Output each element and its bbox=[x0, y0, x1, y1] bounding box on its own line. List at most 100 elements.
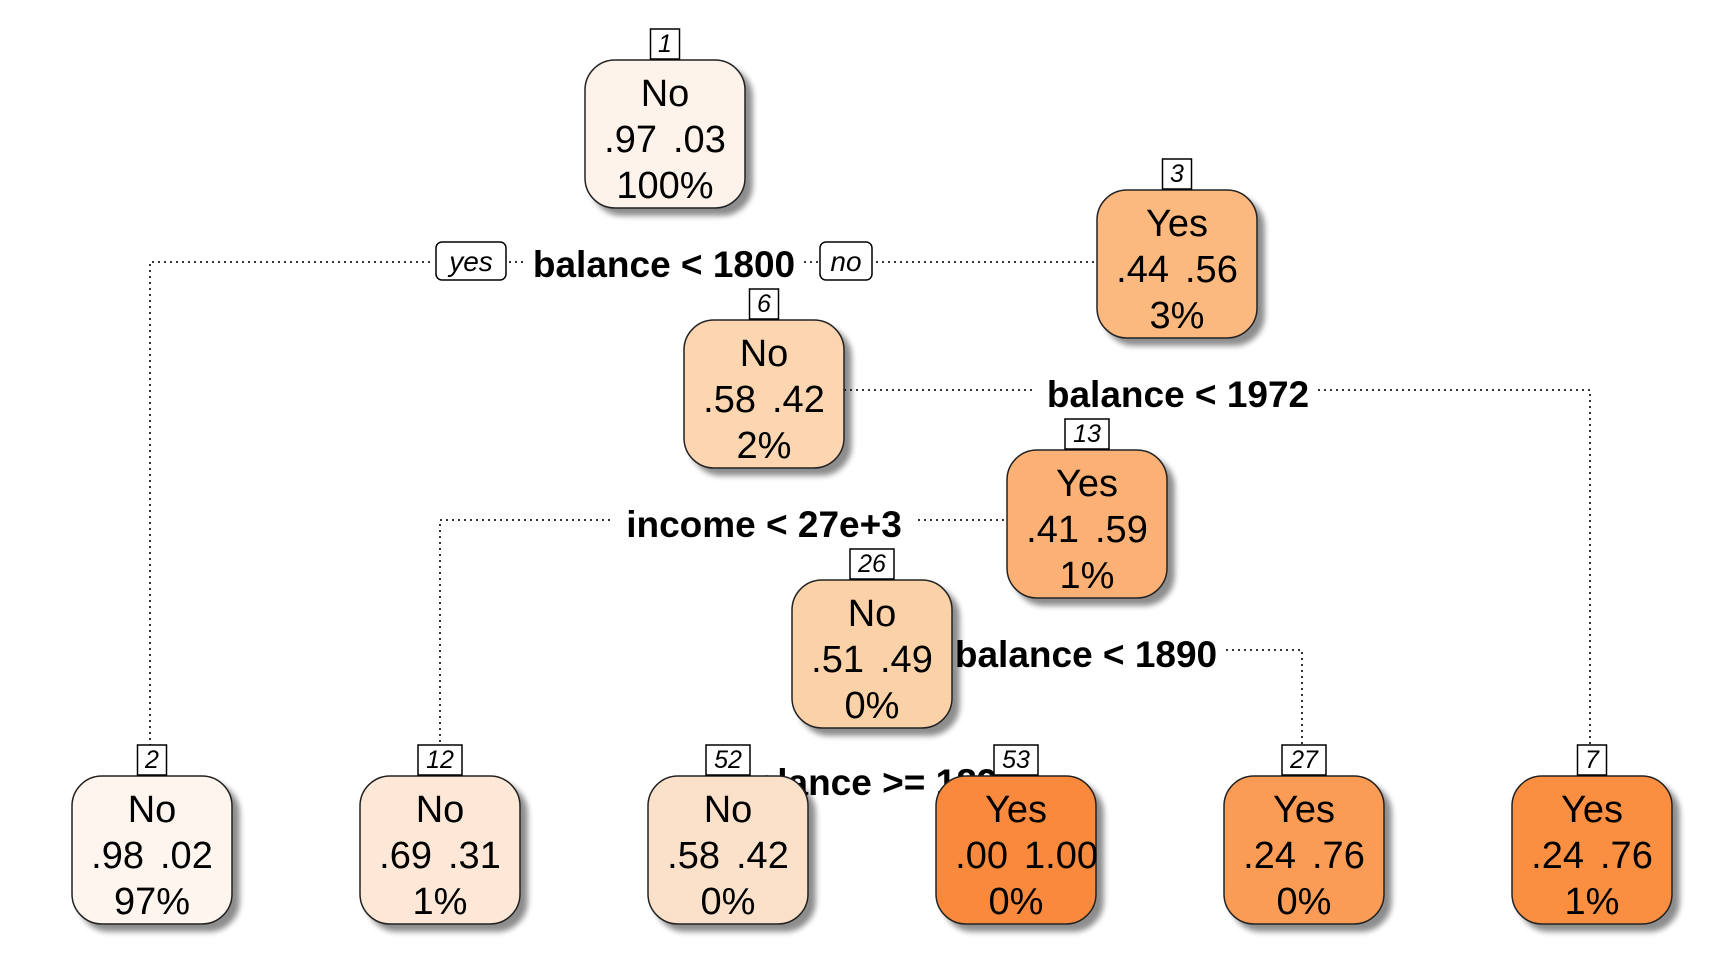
node-box bbox=[935, 775, 1097, 925]
node-box bbox=[1006, 449, 1168, 599]
yes-branch-marker: yes bbox=[435, 241, 507, 281]
node-prob-yes: .31 bbox=[448, 835, 501, 877]
node-percent: 0% bbox=[845, 685, 900, 727]
node-prob-no: .24 bbox=[1243, 835, 1296, 877]
node-prob-no: .97 bbox=[604, 119, 657, 161]
node-box bbox=[1096, 189, 1258, 339]
tree-edge bbox=[1226, 649, 1303, 760]
node-prob-no: .58 bbox=[703, 379, 756, 421]
node-prob-yes: .02 bbox=[160, 835, 213, 877]
node-id-box bbox=[748, 288, 780, 320]
node-prob-yes: .42 bbox=[772, 379, 825, 421]
node-box bbox=[1511, 775, 1673, 925]
node-class-label: No bbox=[704, 789, 753, 831]
node-id-box bbox=[136, 744, 168, 776]
node-prob-yes: 1.00 bbox=[1024, 835, 1098, 877]
node-box bbox=[647, 775, 809, 925]
node-prob-yes: .42 bbox=[736, 835, 789, 877]
node-class-label: Yes bbox=[1146, 203, 1208, 245]
node-class-label: Yes bbox=[1561, 789, 1623, 831]
node-id: 7 bbox=[1585, 746, 1600, 774]
node-id-box bbox=[993, 744, 1039, 776]
node-id-box bbox=[417, 744, 463, 776]
split-rule-node-6: balance < 1972 bbox=[1047, 374, 1309, 415]
node-prob-yes: .03 bbox=[673, 119, 726, 161]
node-id-box bbox=[1281, 744, 1327, 776]
node-id: 3 bbox=[1170, 160, 1184, 188]
tree-node-13: 13 Yes.41 .591% bbox=[1006, 418, 1168, 599]
node-box bbox=[71, 775, 233, 925]
node-prob-yes: .56 bbox=[1185, 249, 1238, 291]
node-percent: 1% bbox=[1565, 881, 1620, 923]
tree-node-52: 52 No.58 .420% bbox=[647, 744, 809, 925]
node-percent: 3% bbox=[1150, 295, 1205, 337]
node-prob-no: .44 bbox=[1116, 249, 1169, 291]
node-class-label: No bbox=[641, 73, 690, 115]
node-percent: 1% bbox=[1060, 555, 1115, 597]
node-id: 13 bbox=[1073, 420, 1101, 448]
node-prob-no: .51 bbox=[811, 639, 864, 681]
node-id: 53 bbox=[1002, 746, 1030, 774]
node-id: 6 bbox=[757, 290, 771, 318]
node-class-label: Yes bbox=[1273, 789, 1335, 831]
node-percent: 97% bbox=[114, 881, 190, 923]
tree-node-12: 12 No.69 .311% bbox=[359, 744, 521, 925]
node-id: 1 bbox=[658, 30, 672, 58]
split-rule-node-13: income < 27e+3 bbox=[626, 504, 902, 545]
node-class-label: No bbox=[848, 593, 897, 635]
tree-edge bbox=[439, 519, 612, 760]
node-class-label: Yes bbox=[1056, 463, 1118, 505]
node-id: 52 bbox=[714, 746, 742, 774]
node-box bbox=[791, 579, 953, 729]
tree-node-3: 3 Yes.44 .563% bbox=[1096, 158, 1258, 339]
node-prob-no: .98 bbox=[91, 835, 144, 877]
node-id-box bbox=[849, 548, 895, 580]
tree-edge bbox=[149, 261, 433, 788]
no-label: no bbox=[830, 246, 861, 277]
node-prob-no: .00 bbox=[955, 835, 1008, 877]
node-prob-no: .41 bbox=[1026, 509, 1079, 551]
node-percent: 2% bbox=[737, 425, 792, 467]
node-percent: 1% bbox=[413, 881, 468, 923]
node-id: 12 bbox=[426, 746, 454, 774]
node-id: 27 bbox=[1289, 746, 1319, 774]
tree-edge bbox=[1318, 389, 1591, 760]
node-id: 2 bbox=[144, 746, 159, 774]
node-percent: 0% bbox=[701, 881, 756, 923]
node-prob-yes: .76 bbox=[1600, 835, 1653, 877]
node-class-label: No bbox=[740, 333, 789, 375]
node-prob-yes: .76 bbox=[1312, 835, 1365, 877]
node-prob-yes: .59 bbox=[1095, 509, 1148, 551]
node-prob-no: .69 bbox=[379, 835, 432, 877]
node-percent: 0% bbox=[1277, 881, 1332, 923]
node-id-box bbox=[1064, 418, 1110, 450]
node-class-label: No bbox=[416, 789, 465, 831]
node-prob-yes: .49 bbox=[880, 639, 933, 681]
split-rule-node-1: balance < 1800 bbox=[533, 244, 795, 285]
no-branch-marker: no bbox=[819, 241, 873, 281]
tree-edges bbox=[149, 261, 1591, 788]
node-prob-no: .58 bbox=[667, 835, 720, 877]
node-id: 26 bbox=[857, 550, 886, 578]
node-box bbox=[1223, 775, 1385, 925]
node-id-box bbox=[1576, 744, 1608, 776]
node-box bbox=[584, 59, 746, 209]
split-rule-node-26: balance < 1890 bbox=[955, 634, 1217, 675]
yes-label: yes bbox=[447, 246, 493, 277]
node-id-box bbox=[705, 744, 751, 776]
tree-node-27: 27 Yes.24 .760% bbox=[1223, 744, 1385, 925]
node-id-box bbox=[649, 28, 681, 60]
node-percent: 100% bbox=[616, 165, 713, 207]
node-box bbox=[359, 775, 521, 925]
tree-node-7: 7 Yes.24 .761% bbox=[1511, 744, 1673, 925]
node-id-box bbox=[1161, 158, 1193, 190]
node-percent: 0% bbox=[989, 881, 1044, 923]
tree-node-26: 26 No.51 .490% bbox=[791, 548, 953, 729]
node-class-label: No bbox=[128, 789, 177, 831]
tree-node-6: 6 No.58 .422% bbox=[683, 288, 845, 469]
tree-node-53: 53 Yes.00 1.000% bbox=[935, 744, 1098, 925]
node-class-label: Yes bbox=[985, 789, 1047, 831]
